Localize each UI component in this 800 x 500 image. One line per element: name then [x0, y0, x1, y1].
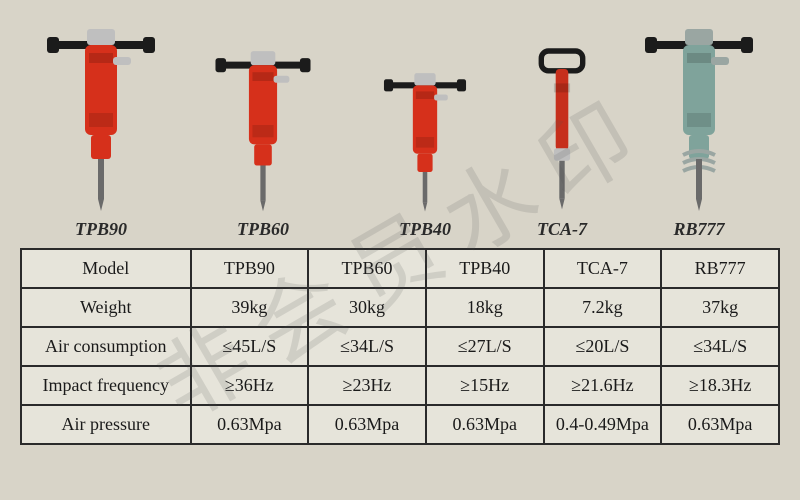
product-label: TCA-7: [537, 219, 587, 240]
table-cell: 0.4-0.49Mpa: [544, 405, 662, 444]
row-label: Weight: [21, 288, 191, 327]
row-label: Impact frequency: [21, 366, 191, 405]
row-label: Air pressure: [21, 405, 191, 444]
row-label: Model: [21, 249, 191, 288]
product-label: TPB90: [75, 219, 127, 240]
product-tpb60: TPB60: [203, 10, 323, 240]
table-row: Air pressure0.63Mpa0.63Mpa0.63Mpa0.4-0.4…: [21, 405, 779, 444]
table-cell: ≥36Hz: [191, 366, 309, 405]
product-image-icon: [639, 23, 759, 213]
product-image-icon: [379, 69, 470, 213]
table-cell: ≤45L/S: [191, 327, 309, 366]
table-cell: ≥15Hz: [426, 366, 544, 405]
product-tpb40: TPB40: [365, 10, 485, 240]
product-row: TPB90 TPB60: [0, 0, 800, 240]
table-cell: 30kg: [308, 288, 426, 327]
col-header: TPB90: [191, 249, 309, 288]
product-tca7: TCA-7: [527, 10, 597, 240]
product-rb777: RB777: [639, 10, 759, 240]
product-image-icon: [531, 42, 594, 213]
table-cell: 37kg: [661, 288, 779, 327]
product-label: TPB60: [237, 219, 289, 240]
product-label: RB777: [673, 219, 724, 240]
table-row: Air consumption≤45L/S≤34L/S≤27L/S≤20L/S≤…: [21, 327, 779, 366]
table-cell: 18kg: [426, 288, 544, 327]
table-cell: 0.63Mpa: [308, 405, 426, 444]
table-cell: 7.2kg: [544, 288, 662, 327]
table-cell: ≤34L/S: [308, 327, 426, 366]
table-row: Impact frequency≥36Hz≥23Hz≥15Hz≥21.6Hz≥1…: [21, 366, 779, 405]
product-tpb90: TPB90: [41, 10, 161, 240]
table-cell: 39kg: [191, 288, 309, 327]
table-cell: ≥18.3Hz: [661, 366, 779, 405]
table-cell: ≤34L/S: [661, 327, 779, 366]
col-header: RB777: [661, 249, 779, 288]
col-header: TPB60: [308, 249, 426, 288]
product-image-icon: [41, 23, 161, 213]
table-cell: ≤27L/S: [426, 327, 544, 366]
spec-table: ModelTPB90TPB60TPB40TCA-7RB777Weight39kg…: [20, 248, 780, 445]
spec-table-body: ModelTPB90TPB60TPB40TCA-7RB777Weight39kg…: [21, 249, 779, 444]
table-header-row: ModelTPB90TPB60TPB40TCA-7RB777: [21, 249, 779, 288]
col-header: TCA-7: [544, 249, 662, 288]
table-cell: 0.63Mpa: [661, 405, 779, 444]
table-cell: ≥23Hz: [308, 366, 426, 405]
table-cell: ≤20L/S: [544, 327, 662, 366]
product-label: TPB40: [399, 219, 451, 240]
table-cell: 0.63Mpa: [191, 405, 309, 444]
table-cell: ≥21.6Hz: [544, 366, 662, 405]
table-row: Weight39kg30kg18kg7.2kg37kg: [21, 288, 779, 327]
product-image-icon: [210, 46, 316, 213]
table-cell: 0.63Mpa: [426, 405, 544, 444]
col-header: TPB40: [426, 249, 544, 288]
row-label: Air consumption: [21, 327, 191, 366]
